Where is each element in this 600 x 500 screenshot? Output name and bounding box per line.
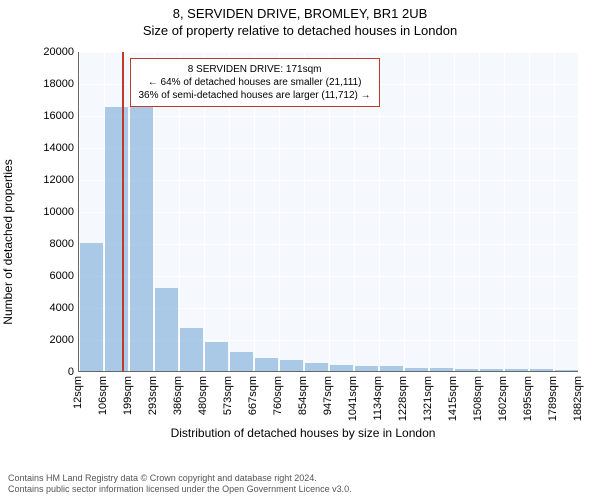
x-tick-label: 12sqm	[72, 376, 84, 409]
x-tick-label: 573sqm	[222, 376, 234, 415]
x-tick-label: 1602sqm	[497, 376, 509, 421]
footer: Contains HM Land Registry data © Crown c…	[8, 473, 352, 496]
footer-line: Contains public sector information licen…	[8, 484, 352, 496]
x-tick-label: 1228sqm	[397, 376, 409, 421]
histogram-bar	[379, 366, 403, 371]
x-tick-label: 1134sqm	[372, 376, 384, 420]
callout-line: 8 SERVIDEN DRIVE: 171sqm	[139, 63, 371, 76]
histogram-bar	[204, 342, 228, 371]
gridline	[104, 52, 105, 371]
y-tick-label: 2000	[38, 334, 74, 346]
histogram-bar	[354, 366, 378, 371]
x-tick-label: 947sqm	[322, 376, 334, 415]
x-tick-label: 1321sqm	[422, 376, 434, 421]
histogram-bar	[479, 369, 503, 371]
x-tick-label: 667sqm	[247, 376, 259, 415]
histogram-bar	[529, 369, 553, 371]
x-tick-label: 293sqm	[147, 376, 159, 415]
page-subtitle: Size of property relative to detached ho…	[0, 23, 600, 38]
y-tick-label: 4000	[38, 302, 74, 314]
histogram-bar	[104, 107, 128, 371]
title-block: 8, SERVIDEN DRIVE, BROMLEY, BR1 2UB Size…	[0, 0, 600, 38]
marker-line	[122, 52, 124, 371]
histogram-bar	[179, 328, 203, 371]
y-axis-label: Number of detached properties	[1, 159, 15, 324]
gridline	[504, 52, 505, 371]
x-tick-label: 386sqm	[172, 376, 184, 415]
gridline	[479, 52, 480, 371]
histogram-bar	[329, 365, 353, 371]
y-tick-label: 6000	[38, 270, 74, 282]
histogram-bar	[429, 368, 453, 371]
x-tick-label: 199sqm	[122, 376, 134, 415]
x-tick-label: 1882sqm	[572, 376, 584, 421]
x-tick-label: 1508sqm	[472, 376, 484, 421]
x-tick-label: 1415sqm	[447, 376, 459, 421]
histogram-bar	[129, 107, 153, 371]
callout-line: ← 64% of detached houses are smaller (21…	[139, 76, 371, 89]
histogram-bar	[79, 243, 103, 371]
gridline	[429, 52, 430, 371]
gridline	[554, 52, 555, 371]
x-tick-label: 760sqm	[272, 376, 284, 415]
x-tick-label: 480sqm	[197, 376, 209, 415]
histogram-bar	[154, 288, 178, 371]
histogram-bar	[504, 369, 528, 371]
plot-area: 8 SERVIDEN DRIVE: 171sqm ← 64% of detach…	[78, 52, 578, 372]
x-tick-label: 854sqm	[297, 376, 309, 415]
histogram-bar	[304, 363, 328, 371]
callout-line: 36% of semi-detached houses are larger (…	[139, 89, 371, 102]
gridline	[79, 52, 80, 371]
gridline	[79, 372, 578, 373]
y-tick-label: 12000	[38, 174, 74, 186]
y-tick-label: 20000	[38, 46, 74, 58]
chart: Number of detached properties 8 SERVIDEN…	[22, 46, 584, 438]
callout-box: 8 SERVIDEN DRIVE: 171sqm ← 64% of detach…	[130, 58, 380, 107]
histogram-bar	[404, 368, 428, 371]
gridline	[529, 52, 530, 371]
y-tick-label: 14000	[38, 142, 74, 154]
histogram-bar	[554, 370, 578, 371]
x-tick-label: 1041sqm	[347, 376, 359, 421]
x-axis-label: Distribution of detached houses by size …	[171, 426, 436, 440]
x-tick-label: 1695sqm	[522, 376, 534, 421]
y-tick-label: 10000	[38, 206, 74, 218]
footer-line: Contains HM Land Registry data © Crown c…	[8, 473, 352, 485]
gridline	[454, 52, 455, 371]
x-tick-label: 106sqm	[97, 376, 109, 415]
gridline	[404, 52, 405, 371]
page-title: 8, SERVIDEN DRIVE, BROMLEY, BR1 2UB	[0, 6, 600, 21]
y-tick-label: 16000	[38, 110, 74, 122]
histogram-bar	[454, 369, 478, 371]
y-tick-label: 18000	[38, 78, 74, 90]
y-tick-label: 8000	[38, 238, 74, 250]
y-tick-label: 0	[38, 366, 74, 378]
x-tick-label: 1789sqm	[547, 376, 559, 421]
histogram-bar	[254, 358, 278, 371]
histogram-bar	[229, 352, 253, 371]
histogram-bar	[279, 360, 303, 371]
